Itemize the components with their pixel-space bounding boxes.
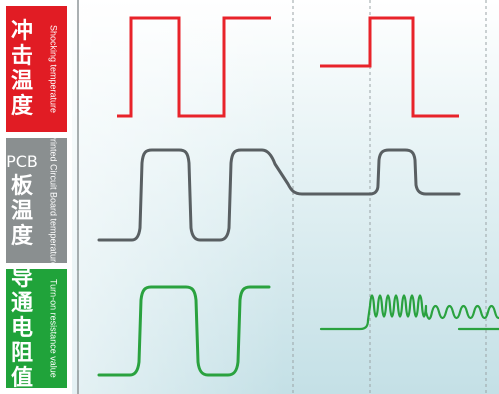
label-zh-char: 板 bbox=[10, 174, 33, 199]
label-zh-char: 冲 bbox=[10, 19, 33, 44]
row-label-turn-on-resistance: 导 通 电 阻 值 Turn-on resistance value bbox=[6, 269, 67, 388]
waveform-plot bbox=[72, 0, 499, 394]
row-label-pcb-temperature: PCB 板 温 度 Printed Circuit Board temperat… bbox=[6, 138, 67, 263]
shock-temperature-trace-2 bbox=[320, 16, 459, 118]
label-en: Turn-on resistance value bbox=[48, 279, 59, 378]
label-zh-char: 阻 bbox=[10, 341, 33, 366]
resistance-trace bbox=[97, 285, 271, 377]
pcb-temperature-trace bbox=[97, 148, 461, 242]
label-zh-char: 电 bbox=[10, 316, 33, 341]
label-zh-char: 温 bbox=[10, 69, 33, 94]
label-zh-char: 导 bbox=[10, 269, 33, 291]
label-en-wrap: Turn-on resistance value bbox=[40, 269, 67, 388]
label-zh-char: 击 bbox=[10, 44, 33, 69]
waveform-svg bbox=[72, 0, 499, 394]
label-en-wrap: Shocking temperature bbox=[40, 6, 67, 132]
label-zh-char: 度 bbox=[10, 224, 33, 249]
label-zh-char: 度 bbox=[10, 94, 33, 119]
label-zh-char: 值 bbox=[10, 366, 33, 388]
row-label-shocking-temperature: 冲 击 温 度 Shocking temperature bbox=[6, 6, 67, 132]
label-zh-char: 通 bbox=[10, 291, 33, 316]
label-zh: PCB 板 温 度 bbox=[6, 138, 38, 263]
label-zh: 冲 击 温 度 bbox=[6, 6, 38, 132]
shock-temperature-trace bbox=[117, 16, 271, 118]
label-en: Shocking temperature bbox=[48, 24, 59, 114]
label-en: Printed Circuit Board temperature bbox=[48, 138, 59, 263]
label-zh: 导 通 电 阻 值 bbox=[6, 269, 38, 388]
plot-background-sheen bbox=[72, 0, 499, 394]
resistance-oscillation-trace bbox=[319, 294, 499, 331]
label-zh-char: 温 bbox=[10, 199, 33, 224]
label-zh-prefix: PCB bbox=[6, 152, 38, 171]
label-en-wrap: Printed Circuit Board temperature bbox=[40, 138, 67, 263]
